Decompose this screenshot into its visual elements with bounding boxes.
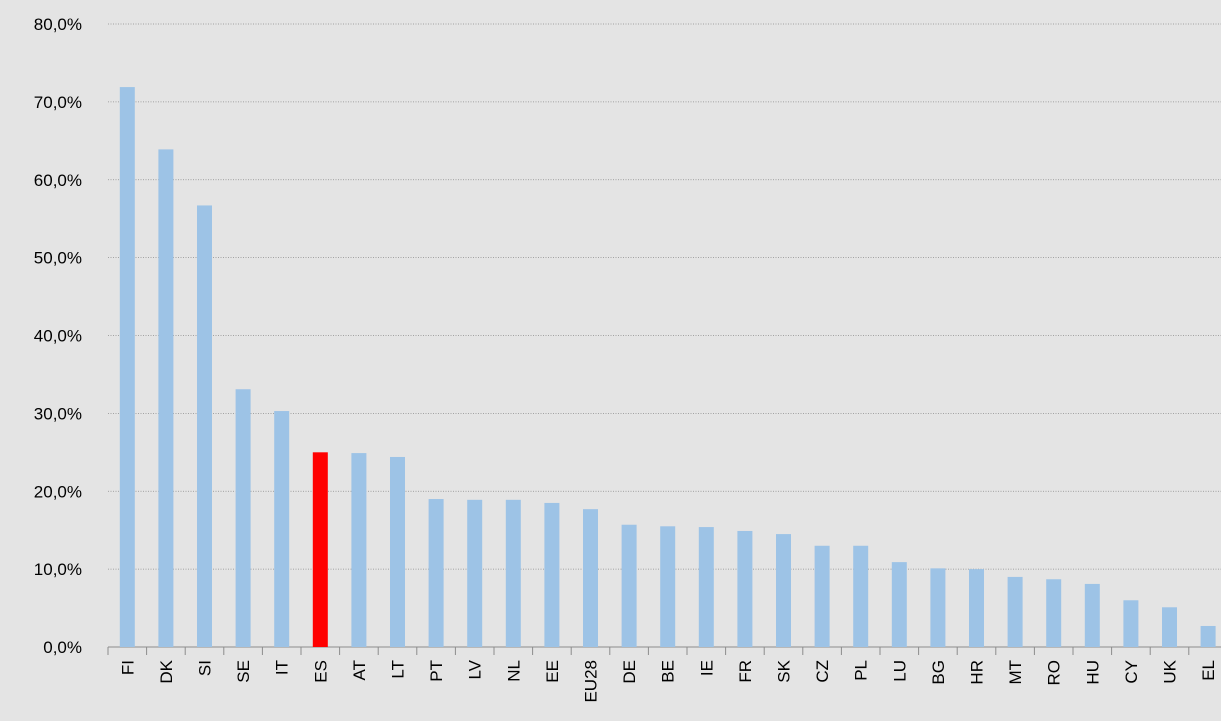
bar <box>814 545 830 647</box>
y-tick-label: 30,0% <box>34 404 82 423</box>
bar <box>621 524 637 647</box>
x-tick-label: EU28 <box>582 660 601 703</box>
x-tick-label: SI <box>196 660 215 676</box>
y-tick-label: 20,0% <box>34 482 82 501</box>
x-tick-label: IT <box>273 660 292 675</box>
bar <box>197 205 212 648</box>
x-tick-label: UK <box>1161 659 1180 683</box>
x-tick-label: HR <box>968 660 987 685</box>
bar <box>891 562 907 647</box>
bar <box>660 526 676 647</box>
x-tick-label: BG <box>929 660 948 685</box>
bar <box>1007 576 1023 647</box>
y-tick-label: 60,0% <box>34 171 82 190</box>
y-tick-label: 40,0% <box>34 327 82 346</box>
x-tick-label: EE <box>543 660 562 683</box>
bar <box>428 499 444 647</box>
x-tick-label: BE <box>659 660 678 683</box>
bar <box>1046 579 1062 647</box>
bar <box>776 534 791 647</box>
y-tick-label: 80,0% <box>34 15 82 34</box>
x-tick-label: PL <box>852 660 871 681</box>
x-tick-label: LV <box>466 659 485 679</box>
x-tick-label: HU <box>1083 660 1102 685</box>
bar <box>467 499 483 647</box>
x-tick-label: SK <box>775 659 794 682</box>
y-tick-label: 70,0% <box>34 93 82 112</box>
x-tick-label: AT <box>350 660 369 680</box>
bar <box>853 545 869 647</box>
bar <box>583 509 598 647</box>
bar <box>1200 625 1216 647</box>
y-tick-label: 50,0% <box>34 249 82 268</box>
bar <box>737 530 753 647</box>
bar <box>930 568 946 647</box>
x-tick-label: CY <box>1122 660 1141 684</box>
x-tick-label: IE <box>697 660 716 676</box>
bar <box>1162 607 1177 647</box>
x-tick-label: DE <box>620 660 639 684</box>
x-tick-label: FI <box>118 660 137 675</box>
x-tick-label: EL <box>1199 660 1218 681</box>
bar <box>158 149 174 647</box>
bar <box>1123 600 1139 647</box>
x-tick-label: RO <box>1045 660 1064 686</box>
x-tick-label: SE <box>234 660 253 683</box>
x-tick-label: NL <box>504 660 523 682</box>
y-tick-label: 0,0% <box>43 638 82 657</box>
bar <box>312 452 328 647</box>
x-tick-label: ES <box>311 660 330 683</box>
bar <box>274 411 290 647</box>
bar <box>351 453 367 647</box>
x-tick-label: LT <box>389 660 408 679</box>
bar <box>390 456 405 647</box>
bar <box>544 502 560 647</box>
y-tick-label: 10,0% <box>34 560 82 579</box>
x-tick-label: MT <box>1006 660 1025 685</box>
bar <box>119 87 135 648</box>
bar <box>698 527 714 647</box>
x-tick-label: DK <box>157 659 176 683</box>
bar <box>505 499 521 647</box>
bar <box>235 389 251 647</box>
x-tick-label: LU <box>890 660 909 682</box>
bar <box>969 569 984 647</box>
x-tick-label: PT <box>427 660 446 682</box>
x-tick-label: CZ <box>813 660 832 683</box>
x-tick-label: FR <box>736 660 755 683</box>
bar <box>1084 583 1100 647</box>
